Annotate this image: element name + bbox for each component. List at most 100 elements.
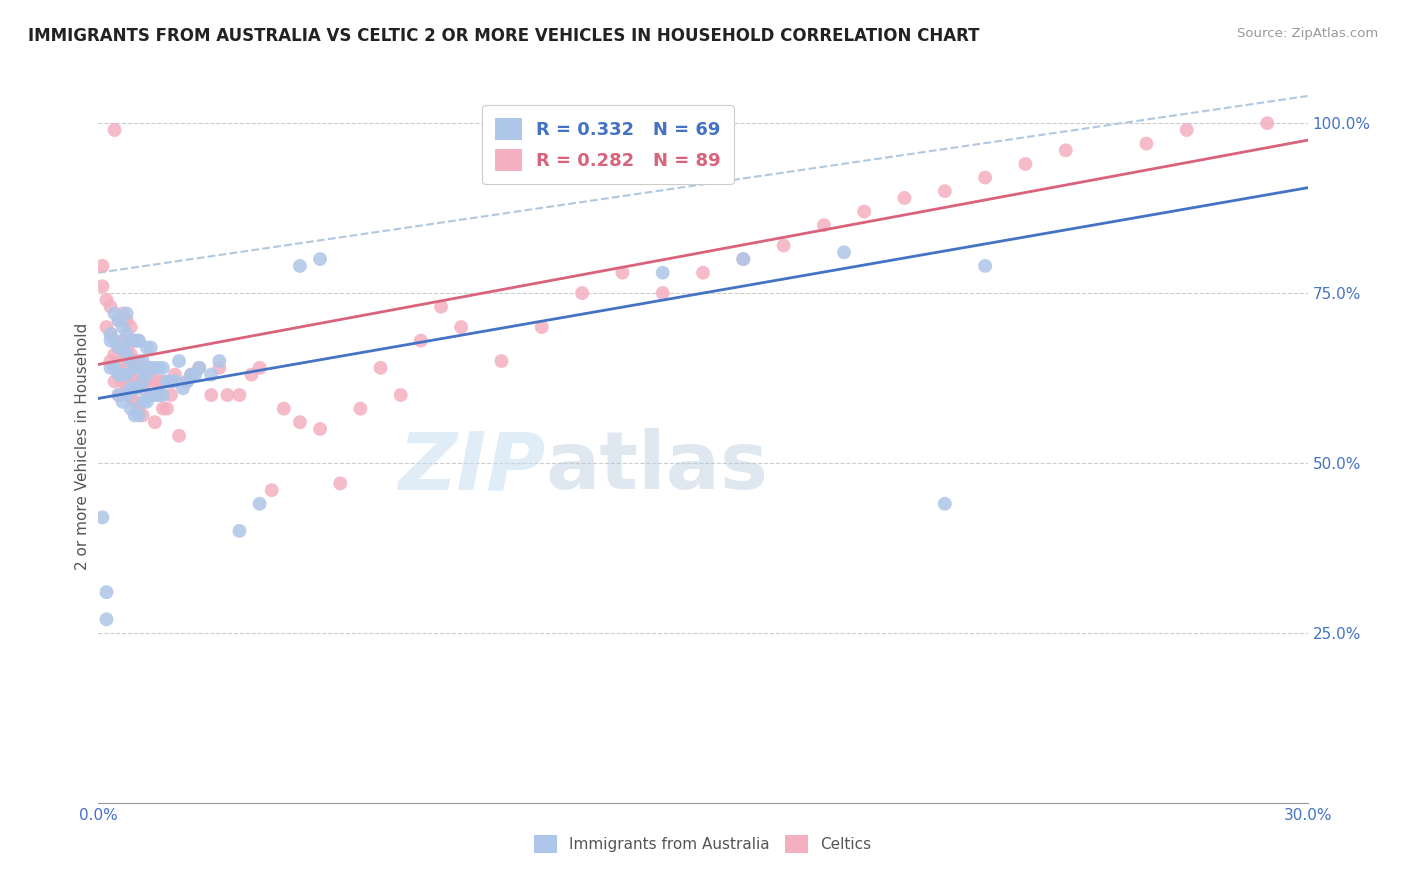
Point xyxy=(96,293,118,307)
Point xyxy=(111,368,134,382)
Point xyxy=(152,360,174,375)
Y-axis label: 2 or more Vehicles in Household: 2 or more Vehicles in Household xyxy=(75,322,90,570)
Point xyxy=(115,341,138,355)
Point xyxy=(135,375,157,389)
Point xyxy=(200,388,222,402)
Point xyxy=(103,360,125,375)
Point xyxy=(167,429,190,443)
Point xyxy=(813,218,835,232)
Point xyxy=(111,354,134,368)
Point xyxy=(733,252,755,266)
Point xyxy=(96,612,118,626)
Point xyxy=(1014,157,1036,171)
Point xyxy=(91,259,114,273)
Point xyxy=(91,510,114,524)
Point xyxy=(128,360,150,375)
Point xyxy=(100,300,122,314)
Text: ZIP: ZIP xyxy=(398,428,546,507)
Point xyxy=(139,341,162,355)
Point xyxy=(188,360,211,375)
Point xyxy=(1256,116,1278,130)
Point xyxy=(651,266,673,280)
Point xyxy=(156,375,179,389)
Point xyxy=(115,326,138,341)
Point xyxy=(107,313,129,327)
Point xyxy=(132,360,155,375)
Point xyxy=(329,476,352,491)
Point xyxy=(132,375,155,389)
Point xyxy=(115,347,138,361)
Point xyxy=(772,238,794,252)
Point xyxy=(132,394,155,409)
Point xyxy=(389,388,412,402)
Point xyxy=(115,360,138,375)
Point xyxy=(103,347,125,361)
Text: IMMIGRANTS FROM AUSTRALIA VS CELTIC 2 OR MORE VEHICLES IN HOUSEHOLD CORRELATION : IMMIGRANTS FROM AUSTRALIA VS CELTIC 2 OR… xyxy=(28,27,980,45)
Point xyxy=(103,375,125,389)
Point xyxy=(208,354,231,368)
Point xyxy=(893,191,915,205)
Legend: Immigrants from Australia, Celtics: Immigrants from Australia, Celtics xyxy=(529,829,877,859)
Point xyxy=(120,347,142,361)
Point xyxy=(132,409,155,423)
Point xyxy=(1054,144,1077,158)
Point xyxy=(135,368,157,382)
Point xyxy=(115,368,138,382)
Point xyxy=(156,401,179,416)
Point xyxy=(491,354,513,368)
Point xyxy=(115,388,138,402)
Point xyxy=(160,375,183,389)
Point xyxy=(132,354,155,368)
Point xyxy=(208,360,231,375)
Point xyxy=(96,585,118,599)
Point xyxy=(107,313,129,327)
Point xyxy=(167,354,190,368)
Point xyxy=(148,388,170,402)
Point xyxy=(100,326,122,341)
Point xyxy=(143,415,166,429)
Point xyxy=(450,320,472,334)
Point xyxy=(180,368,202,382)
Point xyxy=(180,368,202,382)
Point xyxy=(111,341,134,355)
Point xyxy=(107,388,129,402)
Point xyxy=(111,394,134,409)
Point xyxy=(120,401,142,416)
Point xyxy=(128,401,150,416)
Point xyxy=(273,401,295,416)
Point xyxy=(934,497,956,511)
Point xyxy=(188,360,211,375)
Point xyxy=(128,354,150,368)
Point xyxy=(124,334,146,348)
Point xyxy=(571,286,593,301)
Point xyxy=(103,123,125,137)
Point xyxy=(148,388,170,402)
Point xyxy=(111,334,134,348)
Point xyxy=(612,266,634,280)
Point xyxy=(974,170,997,185)
Point xyxy=(309,252,332,266)
Point xyxy=(100,354,122,368)
Point xyxy=(309,422,332,436)
Point xyxy=(120,388,142,402)
Point xyxy=(1175,123,1198,137)
Point xyxy=(135,360,157,375)
Point xyxy=(120,381,142,395)
Point xyxy=(107,341,129,355)
Point xyxy=(139,360,162,375)
Point xyxy=(692,266,714,280)
Point xyxy=(176,375,198,389)
Point xyxy=(124,334,146,348)
Point xyxy=(96,320,118,334)
Point xyxy=(530,320,553,334)
Point xyxy=(91,279,114,293)
Point xyxy=(143,388,166,402)
Point xyxy=(128,334,150,348)
Point xyxy=(152,375,174,389)
Point xyxy=(974,259,997,273)
Point xyxy=(100,360,122,375)
Point xyxy=(107,368,129,382)
Point xyxy=(139,368,162,382)
Point xyxy=(107,368,129,382)
Point xyxy=(115,381,138,395)
